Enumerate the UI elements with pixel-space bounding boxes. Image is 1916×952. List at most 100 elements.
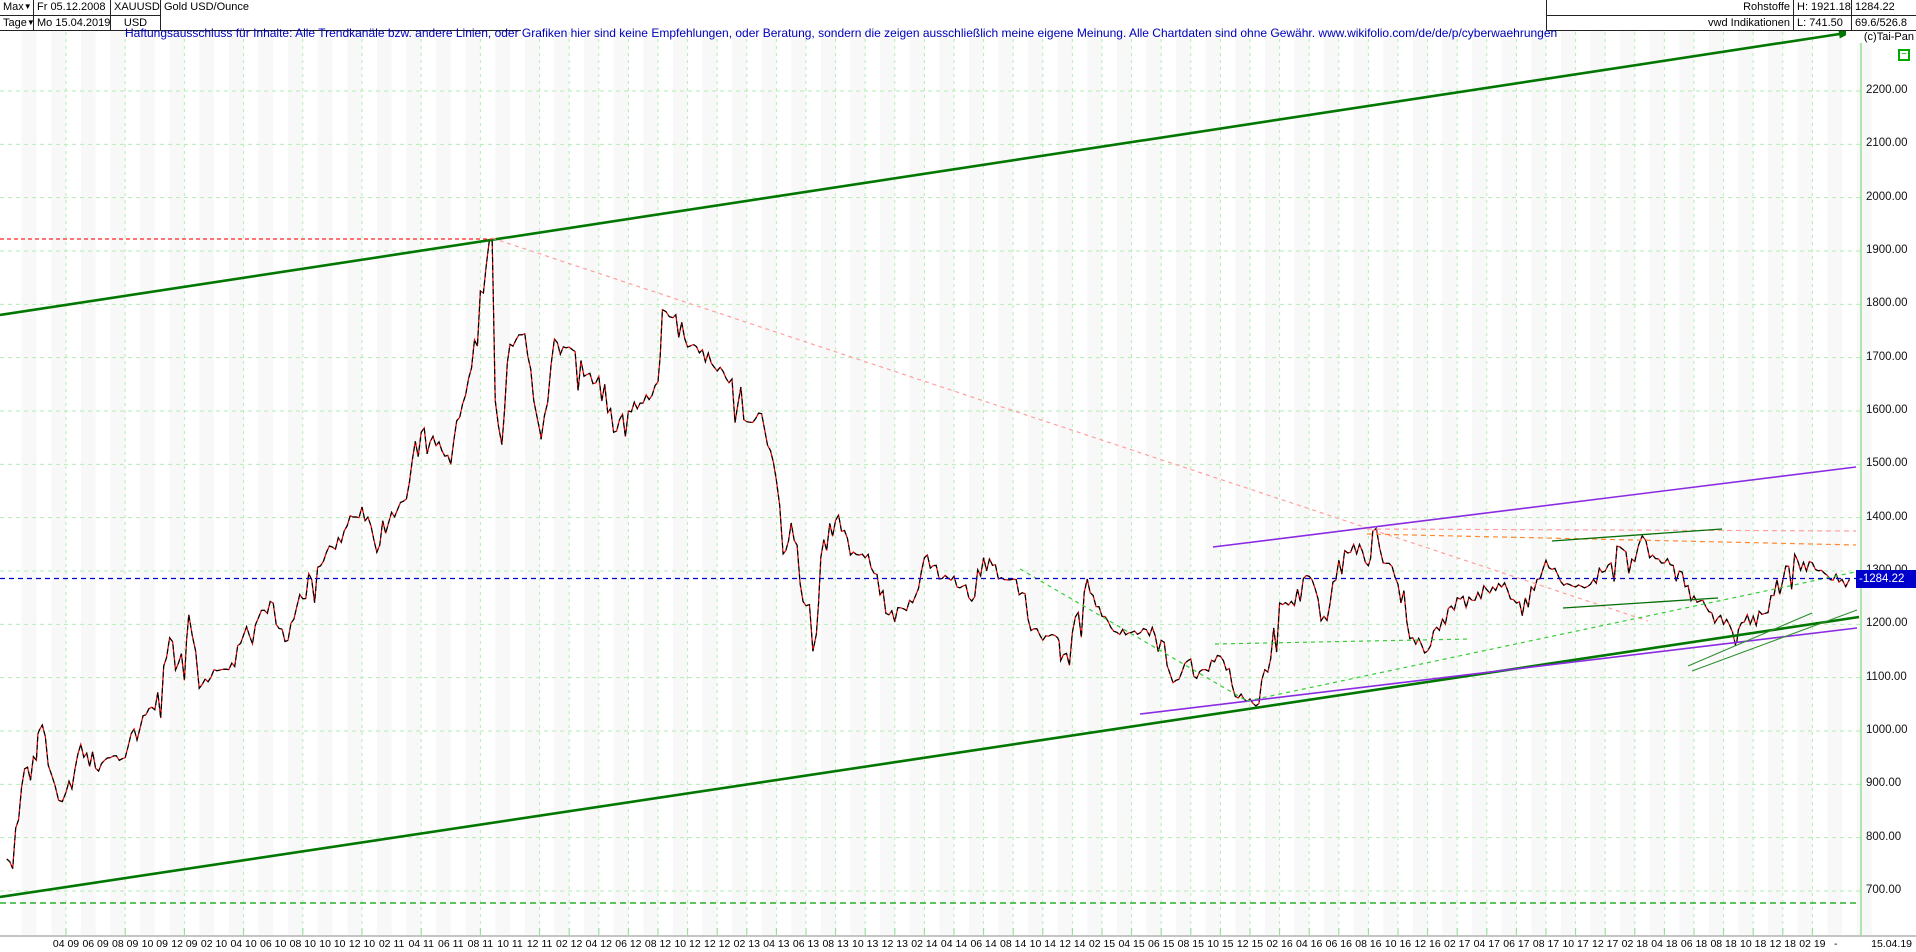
price-axis-label: 1900.00 <box>1866 244 1908 256</box>
green-resistance-1370 <box>1551 528 1723 542</box>
chevron-down-icon: ▼ <box>23 2 32 11</box>
price-axis-label: 1000.00 <box>1866 724 1908 736</box>
month-stripe <box>1264 30 1280 935</box>
time-axis-label: 10 13 <box>852 938 879 950</box>
time-axis-label: 06 11 <box>438 938 464 950</box>
month-stripe <box>643 30 658 935</box>
time-axis-label: 06 14 <box>970 938 997 950</box>
month-stripe <box>465 30 481 935</box>
time-axis-label: 12 14 <box>1059 938 1086 950</box>
month-stripe <box>317 30 333 935</box>
price-axis-label: 1100.00 <box>1866 670 1907 683</box>
violet-lower-line <box>1139 627 1858 715</box>
month-stripe <box>554 30 570 935</box>
month-stripe <box>376 30 392 935</box>
month-stripe <box>1620 30 1635 935</box>
upper-channel-line <box>0 31 1847 317</box>
time-axis-label: 04 17 <box>1473 938 1500 950</box>
time-axis-label: 02 18 <box>1621 938 1648 950</box>
time-axis-label: 12 15 <box>1236 938 1264 950</box>
category-cell: Rohstoffe <box>1546 0 1794 16</box>
pink-resistance-line <box>1366 528 1857 532</box>
month-stripe <box>1768 30 1783 935</box>
peak-downtrend-line <box>491 237 1649 622</box>
time-axis-label: 12 10 <box>348 938 376 950</box>
month-stripe <box>51 30 66 935</box>
month-stripe <box>998 30 1014 935</box>
copyright-label: (c)Tai-Pan <box>1846 31 1914 43</box>
time-axis-label: 06 18 <box>1680 938 1708 950</box>
time-axis-label: 08 11 <box>467 938 494 950</box>
time-axis-label: 02 16 <box>1266 938 1293 950</box>
collapse-axis-button[interactable]: − <box>1898 49 1910 61</box>
stats-value: 69.6/526.8 <box>1852 16 1916 31</box>
price-axis-label: 2000.00 <box>1866 190 1908 203</box>
month-stripe <box>1560 30 1576 935</box>
disclaimer-text: Haftungsausschluss für Inhalte: Alle Tre… <box>125 26 1558 40</box>
price-axis-label: 1600.00 <box>1866 404 1908 416</box>
time-axis-label: 08 12 <box>644 938 672 950</box>
time-axis-label: 02 17 <box>1444 938 1471 950</box>
price-axis-label: 900.00 <box>1866 777 1902 790</box>
time-axis-label: 08 18 <box>1710 938 1737 950</box>
month-stripe <box>1797 30 1813 935</box>
instrument-title: Gold USD/Ounce <box>161 0 521 16</box>
time-axis-label: 06 10 <box>260 938 287 950</box>
period-dropdown[interactable]: Tage▼ <box>0 16 34 31</box>
time-axis-label: 04 15 <box>1118 938 1145 950</box>
month-stripe <box>1501 30 1517 935</box>
month-stripe <box>258 30 274 935</box>
month-stripe <box>584 30 599 935</box>
orange-resistance-line <box>1366 533 1857 546</box>
month-stripe <box>1856 30 1872 935</box>
price-axis-label: 1200.00 <box>1866 617 1908 630</box>
month-stripe <box>1649 30 1665 935</box>
time-axis-label: 06 13 <box>792 938 820 950</box>
month-stripe <box>1383 30 1398 935</box>
last-price-value: 1284.22 <box>1852 0 1916 16</box>
wedge-upper-line <box>1687 612 1813 667</box>
time-axis-label: 12 16 <box>1414 938 1441 950</box>
chevron-down-icon: ▼ <box>26 18 34 27</box>
price-axis-label: 1400.00 <box>1866 510 1908 523</box>
time-axis-label: 02 11 <box>378 938 405 950</box>
month-stripe <box>672 30 688 935</box>
time-axis-label: 08 16 <box>1355 938 1382 950</box>
month-stripe <box>909 30 925 935</box>
provider-cell: vwd Indikationen <box>1546 16 1794 31</box>
flat-green-dashed <box>1214 638 1471 645</box>
month-stripe <box>1679 30 1694 935</box>
month-stripe <box>169 30 185 935</box>
price-axis-label: 1700.00 <box>1866 350 1908 363</box>
price-axis-label: 2200.00 <box>1866 84 1908 96</box>
time-axis-label: 06 16 <box>1325 938 1352 950</box>
month-stripe <box>1116 30 1132 935</box>
month-stripe <box>1176 30 1191 935</box>
month-stripe <box>80 30 96 935</box>
time-axis-label: 04 13 <box>763 938 790 950</box>
current-price-badge: -1284.22 <box>1856 570 1916 588</box>
month-stripe <box>228 30 244 935</box>
time-axis-label: 04 18 <box>1651 938 1678 950</box>
time-axis-label: 02 13 <box>733 938 760 950</box>
time-axis-label: 08 10 <box>289 938 316 950</box>
time-axis-label: 10 10 <box>319 938 346 950</box>
month-stripe <box>199 30 214 935</box>
time-axis-label: 10 15 <box>1207 938 1234 950</box>
time-axis-label: 10 12 <box>674 938 701 950</box>
symbol-cell: XAUUSD <box>111 0 161 16</box>
month-stripe <box>761 30 777 935</box>
time-axis-label: 10 18 <box>1740 938 1767 950</box>
time-axis-label: 08 17 <box>1532 938 1560 950</box>
currency-cell: USD <box>111 16 161 31</box>
instrument-title-spacer <box>161 16 521 31</box>
time-axis-label: 10 09 <box>141 938 168 950</box>
range-dropdown[interactable]: Max▼ <box>0 0 34 16</box>
time-axis-label: 12 09 <box>171 938 198 950</box>
month-stripe <box>1324 30 1339 935</box>
time-axis-label: 10 11 <box>497 938 523 950</box>
month-stripe <box>850 30 866 935</box>
time-axis-label: 10 14 <box>1029 938 1056 950</box>
